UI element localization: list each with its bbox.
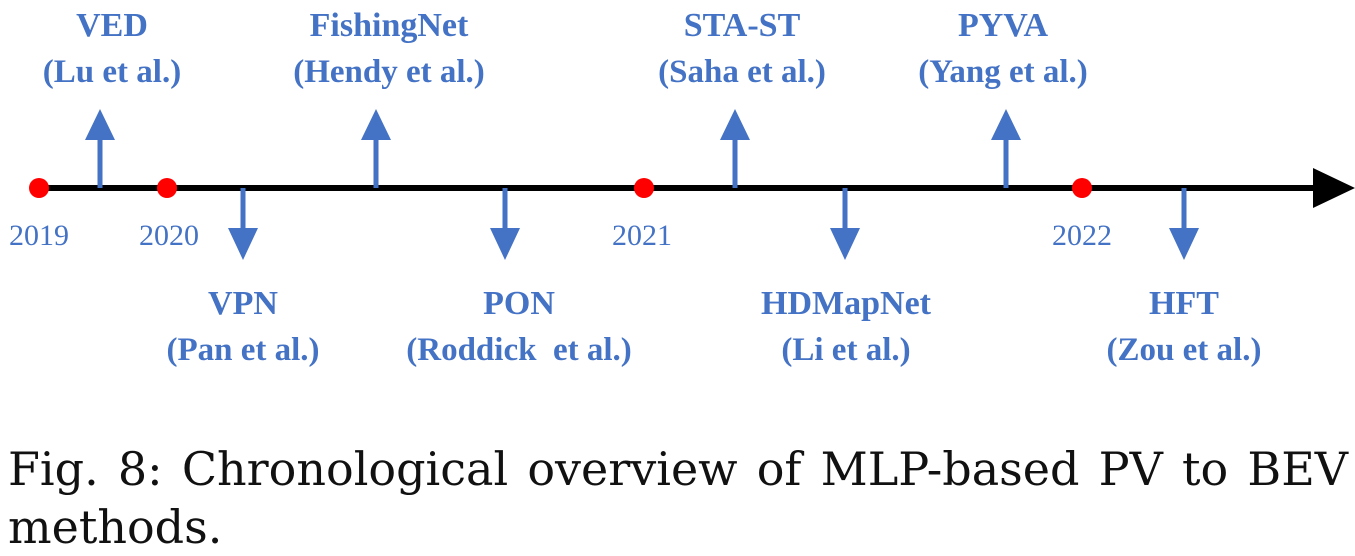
method-entry: STA-ST (Saha et al.) [658, 7, 826, 188]
arrow-up-icon [361, 109, 391, 140]
year-marker-dot [1072, 178, 1092, 198]
method-entry: HDMapNet (Li et al.) [761, 188, 932, 368]
figure-caption: Fig. 8: Chronological overview of MLP-ba… [8, 442, 1348, 554]
method-name: HFT [1149, 285, 1219, 322]
method-authors: (Zou et al.) [1107, 332, 1262, 368]
method-name: VPN [208, 285, 278, 322]
timeline-diagram: 2019 2020 2021 2022 VED (Lu et al.) VPN (Pan e… [9, 7, 1355, 368]
year-marker-dot [29, 178, 49, 198]
method-authors: (Yang et al.) [918, 54, 1088, 90]
year-label: 2021 [612, 219, 672, 252]
year-label: 2020 [139, 219, 199, 252]
arrow-up-icon [85, 109, 115, 140]
method-authors: (Hendy et al.) [293, 54, 485, 90]
method-authors: (Li et al.) [781, 332, 910, 368]
year-markers: 2019 2020 2021 2022 [9, 178, 1112, 252]
year-marker-dot [157, 178, 177, 198]
arrow-up-icon [991, 109, 1021, 140]
method-entry: VED (Lu et al.) [43, 7, 181, 188]
year-label: 2022 [1052, 219, 1112, 252]
method-entry: VPN (Pan et al.) [166, 188, 320, 368]
method-entry: HFT (Zou et al.) [1107, 188, 1262, 368]
timeline-axis-arrowhead [1313, 168, 1355, 208]
arrow-up-icon [720, 109, 750, 140]
method-authors: (Pan et al.) [166, 332, 319, 368]
method-name: FishingNet [310, 7, 469, 44]
arrow-down-icon [490, 228, 520, 260]
method-name: PYVA [958, 7, 1048, 44]
method-entries: VED (Lu et al.) VPN (Pan et al.) FishingNet (… [43, 7, 1262, 368]
method-authors: (Lu et al.) [43, 54, 181, 90]
arrow-down-icon [1169, 228, 1199, 260]
method-authors: (Saha et al.) [658, 54, 826, 90]
method-name: VED [76, 7, 148, 44]
method-name: PON [483, 285, 555, 322]
method-entry: PYVA (Yang et al.) [918, 7, 1088, 188]
method-entry: PON (Roddick et al.) [406, 188, 632, 368]
method-entry: FishingNet (Hendy et al.) [293, 7, 485, 188]
method-authors: (Roddick et al.) [406, 332, 632, 368]
timeline-axis-group [30, 168, 1355, 208]
method-name: STA-ST [684, 7, 801, 44]
arrow-down-icon [228, 228, 258, 260]
year-label: 2019 [9, 219, 69, 252]
method-name: HDMapNet [761, 285, 932, 322]
year-marker-dot [634, 178, 654, 198]
arrow-down-icon [830, 228, 860, 260]
